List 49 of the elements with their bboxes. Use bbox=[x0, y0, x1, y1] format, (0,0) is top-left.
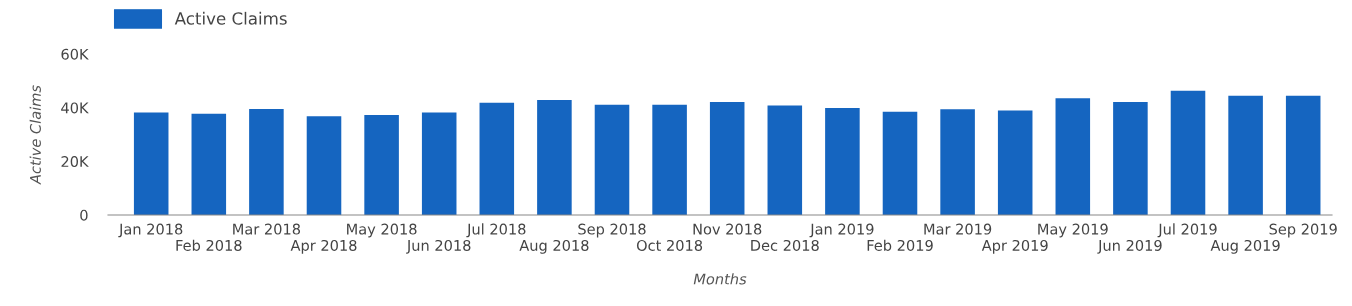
bar bbox=[249, 109, 284, 215]
x-tick-label: Aug 2019 bbox=[1210, 239, 1280, 254]
bar bbox=[882, 111, 918, 215]
y-tick-label: 20K bbox=[61, 156, 89, 168]
bar bbox=[997, 110, 1033, 215]
x-tick-label: May 2018 bbox=[347, 223, 417, 238]
bar bbox=[479, 102, 515, 215]
bar bbox=[306, 116, 342, 215]
bar bbox=[1285, 95, 1321, 215]
bar bbox=[1170, 90, 1206, 215]
bar bbox=[421, 112, 457, 215]
bar bbox=[825, 107, 860, 215]
x-tick-label: Aug 2018 bbox=[519, 239, 589, 254]
legend-label: Active Claims bbox=[174, 11, 287, 25]
x-axis-title: Months bbox=[693, 273, 747, 285]
x-tick-label: Feb 2018 bbox=[176, 239, 242, 251]
x-tick-label: Oct 2018 bbox=[636, 239, 703, 251]
bar bbox=[594, 104, 630, 215]
x-tick-label: Feb 2019 bbox=[867, 239, 933, 251]
bar bbox=[709, 102, 745, 215]
x-tick-label: Apr 2018 bbox=[290, 239, 357, 254]
x-tick-label: Jan 2019 bbox=[809, 223, 874, 238]
x-tick-label: Apr 2019 bbox=[981, 239, 1048, 254]
x-tick-label: Jun 2018 bbox=[406, 239, 471, 254]
bar bbox=[1055, 98, 1091, 215]
bar bbox=[133, 112, 169, 215]
x-tick-label: Dec 2018 bbox=[751, 239, 819, 251]
x-tick-label: Mar 2018 bbox=[233, 223, 301, 235]
x-tick-label: Sep 2018 bbox=[578, 223, 646, 238]
x-tick-label: Mar 2019 bbox=[924, 223, 992, 235]
bar bbox=[1113, 102, 1148, 215]
bar bbox=[1228, 95, 1263, 215]
y-axis-title: Active Claims bbox=[29, 85, 41, 185]
bar bbox=[191, 113, 227, 215]
bar bbox=[537, 99, 572, 215]
x-tick-label: May 2019 bbox=[1038, 223, 1108, 238]
y-tick-label: 40K bbox=[61, 102, 89, 114]
bar bbox=[652, 104, 687, 215]
x-tick-label: Jul 2019 bbox=[1157, 223, 1217, 238]
x-tick-label: Jan 2018 bbox=[118, 223, 183, 238]
bar bbox=[364, 114, 399, 215]
bar bbox=[940, 109, 975, 215]
bar bbox=[767, 105, 803, 215]
x-tick-label: Nov 2018 bbox=[693, 223, 762, 235]
y-tick-label: 60K bbox=[61, 48, 89, 60]
x-tick-label: Jul 2018 bbox=[466, 223, 526, 238]
x-tick-label: Jun 2019 bbox=[1097, 239, 1162, 254]
x-tick-label: Sep 2019 bbox=[1269, 223, 1337, 238]
y-tick-label: 0 bbox=[80, 209, 88, 221]
